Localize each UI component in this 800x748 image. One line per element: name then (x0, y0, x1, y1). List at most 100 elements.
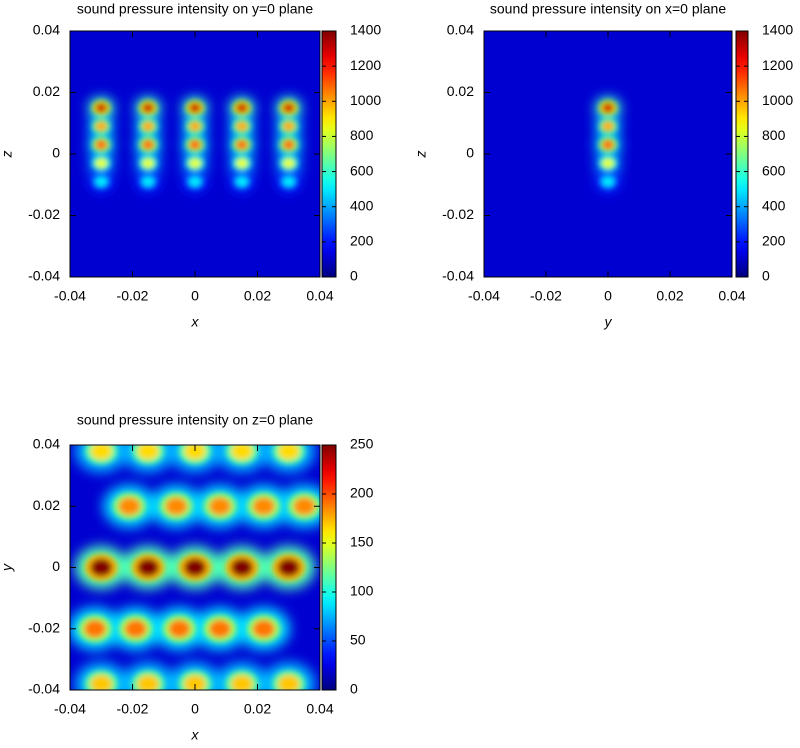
intensity-peak (90, 674, 113, 690)
plot-area (70, 445, 320, 690)
intensity-peak (602, 121, 614, 132)
intensity-peak (168, 619, 191, 638)
colorbar-tick-label: 1200 (762, 57, 793, 73)
intensity-peak (235, 121, 248, 132)
colorbar (321, 30, 337, 278)
intensity-peak (142, 139, 155, 150)
y-axis-label: y (0, 563, 15, 572)
intensity-peak (142, 176, 155, 187)
intensity-peak (209, 619, 231, 638)
y-tick-label: -0.02 (28, 619, 60, 635)
intensity-peak (602, 102, 614, 113)
colorbar (321, 444, 337, 691)
intensity-peak (277, 674, 300, 690)
intensity-peak (252, 619, 275, 638)
intensity-peak (282, 158, 295, 169)
x-tick-label: 0.04 (306, 288, 333, 304)
intensity-peak (602, 158, 614, 169)
y-tick-label: -0.04 (28, 268, 60, 284)
intensity-peak (142, 121, 155, 132)
cores (78, 445, 320, 690)
intensity-peak (84, 619, 106, 638)
intensity-peak (142, 158, 155, 169)
colorbar-tick-label: 1000 (762, 92, 793, 108)
x-tick-label: 0.04 (306, 701, 333, 717)
y-tick-label: 0.04 (33, 22, 60, 38)
x-tick-label: -0.02 (117, 701, 149, 717)
y-tick-label: -0.04 (28, 681, 60, 697)
intensity-peak (184, 558, 206, 577)
intensity-peak (142, 102, 155, 113)
colorbar-tick-label: 200 (350, 485, 374, 501)
intensity-peak (165, 497, 188, 516)
x-tick-label: 0 (191, 701, 199, 717)
intensity-peak (282, 176, 295, 187)
intensity-peak (209, 497, 231, 516)
colorbar-tick-label: 150 (350, 534, 374, 550)
intensity-peak (137, 558, 160, 577)
intensity-peak (90, 445, 113, 461)
intensity-peak (230, 445, 253, 461)
intensity-peak (282, 121, 295, 132)
y-axis-label: z (413, 151, 429, 159)
cores (92, 100, 298, 190)
y-tick-label: 0 (52, 145, 60, 161)
colorbar-tick-label: 400 (350, 197, 374, 213)
intensity-peak (184, 674, 206, 690)
intensity-peak (137, 674, 160, 690)
colorbar-tick-label: 0 (762, 268, 770, 284)
y-tick-label: -0.02 (28, 206, 60, 222)
intensity-peak (235, 158, 248, 169)
intensity-peak (602, 139, 614, 150)
y-tick-label: 0.04 (447, 22, 474, 38)
colorbar-tick-label: 0 (350, 268, 358, 284)
intensity-peak (124, 619, 147, 638)
colorbar-tick-label: 0 (350, 681, 358, 697)
y-tick-label: 0 (52, 558, 60, 574)
colorbar-tick-label: 1400 (350, 22, 381, 38)
intensity-peak (95, 139, 108, 150)
y-tick-label: -0.02 (442, 206, 474, 222)
intensity-peak (118, 497, 141, 516)
intensity-peak (230, 674, 253, 690)
colorbar-tick-label: 400 (762, 197, 786, 213)
y-axis-label: z (0, 151, 15, 159)
intensity-peak (252, 497, 275, 516)
intensity-peak (235, 176, 248, 187)
y-tick-label: 0.02 (447, 83, 474, 99)
colorbar-tick-label: 250 (350, 436, 374, 452)
x-axis-label: y (604, 314, 613, 330)
colorbar-tick-label: 1400 (762, 22, 793, 38)
colorbar-tick-label: 1200 (350, 57, 381, 73)
colorbar-tick-label: 1000 (350, 92, 381, 108)
x-tick-label: -0.04 (54, 288, 86, 304)
colorbar (735, 30, 749, 278)
intensity-peak (230, 558, 253, 577)
y-tick-label: 0 (466, 145, 474, 161)
chart-title: sound pressure intensity on x=0 plane (490, 1, 726, 17)
intensity-peak (189, 139, 201, 150)
x-tick-label: 0.02 (656, 288, 683, 304)
x-tick-label: 0.04 (718, 288, 745, 304)
intensity-peak (235, 102, 248, 113)
intensity-peak (602, 176, 614, 187)
colorbar-tick-label: 100 (350, 583, 374, 599)
y-tick-label: 0.04 (33, 436, 60, 452)
intensity-peak (95, 121, 108, 132)
intensity-peak (293, 497, 316, 516)
x-tick-label: -0.02 (530, 288, 562, 304)
colorbar-tick-label: 800 (762, 127, 786, 143)
intensity-peak (137, 445, 160, 461)
colorbar-tick-label: 600 (350, 162, 374, 178)
chart-title: sound pressure intensity on y=0 plane (77, 1, 313, 17)
intensity-peak (189, 121, 201, 132)
x-axis-label: x (191, 727, 200, 743)
intensity-peak (95, 158, 108, 169)
x-tick-label: 0.02 (244, 701, 271, 717)
colorbar-tick-label: 800 (350, 127, 374, 143)
colorbar-tick-label: 600 (762, 162, 786, 178)
intensity-peak (282, 102, 295, 113)
colorbar-tick-label: 50 (350, 632, 366, 648)
halos (88, 96, 302, 193)
